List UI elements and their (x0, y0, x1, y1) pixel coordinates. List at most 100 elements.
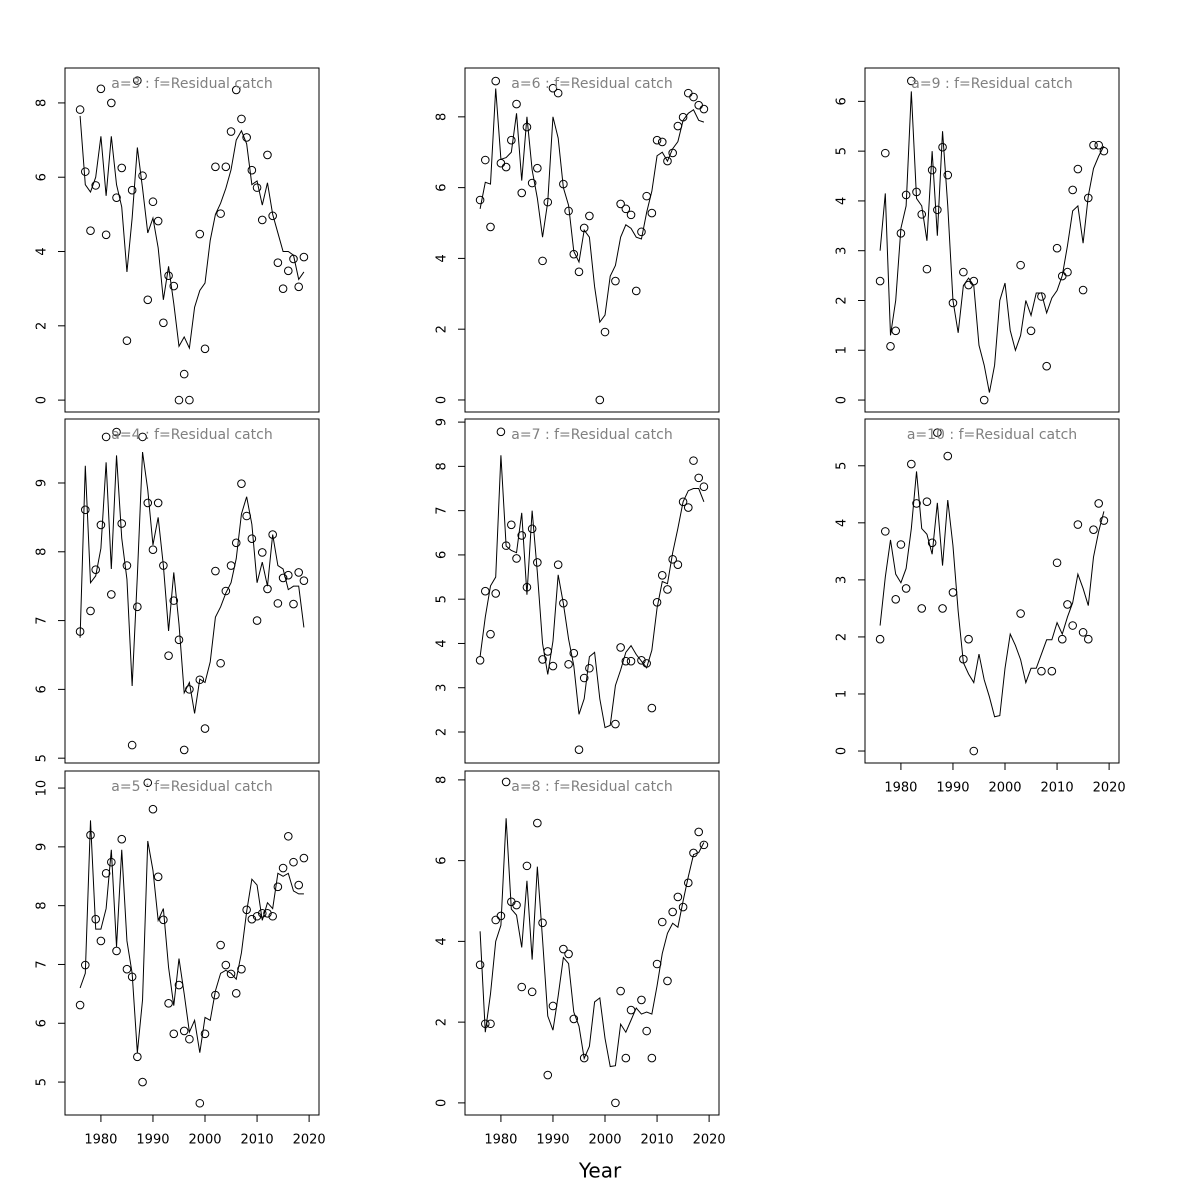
observed-point (1063, 267, 1072, 277)
observed-point (569, 1014, 579, 1024)
observed-point (880, 527, 890, 536)
observed-point (527, 524, 537, 534)
observed-point (112, 193, 121, 202)
observed-point (616, 643, 625, 652)
y-tick-label: 5 (435, 595, 450, 603)
observed-point (538, 655, 547, 664)
observed-point (699, 840, 709, 850)
observed-point (657, 570, 667, 580)
observed-point (1094, 499, 1104, 508)
observed-point (491, 76, 501, 86)
observed-point (538, 256, 547, 266)
observed-point (683, 88, 693, 98)
observed-point (226, 969, 236, 979)
observed-point (533, 163, 542, 173)
y-tick-label: 3 (835, 576, 850, 584)
observed-point (1089, 525, 1098, 534)
fitted-line (79, 820, 304, 1053)
observed-point (294, 880, 304, 890)
observed-point (133, 602, 142, 612)
observed-point (299, 576, 309, 585)
observed-point (247, 534, 257, 544)
x-tick-label: 1990 (536, 1133, 569, 1148)
observed-point (533, 818, 542, 828)
observed-point (1042, 361, 1051, 371)
observed-point (1068, 185, 1077, 195)
observed-point (195, 675, 205, 685)
observed-point (1047, 666, 1057, 676)
y-tick-label: 2 (435, 325, 450, 333)
observed-point (283, 266, 293, 276)
observed-point (533, 558, 542, 567)
observed-point (273, 599, 283, 608)
observed-point (548, 1001, 558, 1011)
observed-point (1073, 164, 1083, 174)
observed-point (917, 604, 927, 613)
observed-point (896, 540, 906, 549)
observed-point (938, 604, 947, 613)
observed-point (522, 122, 532, 132)
observed-point (1063, 600, 1072, 609)
y-tick-label: 2 (435, 1018, 450, 1026)
observed-point (875, 634, 885, 644)
observed-point (221, 162, 231, 172)
observed-point (1052, 558, 1062, 568)
observed-point (933, 205, 942, 215)
observed-point (574, 745, 584, 755)
observed-point (174, 395, 184, 405)
fitted-line (479, 818, 705, 1068)
observed-point (1099, 146, 1109, 156)
observed-point (631, 286, 641, 296)
observed-point (101, 432, 111, 442)
fitted-line (79, 115, 305, 350)
y-tick-label: 8 (35, 99, 50, 107)
observed-point (912, 499, 921, 508)
observed-point (289, 857, 298, 867)
observed-point (195, 229, 205, 239)
plot-frame (464, 770, 720, 1116)
observed-point (257, 548, 267, 557)
observed-point (891, 594, 901, 604)
observed-point (221, 586, 231, 596)
x-tick-label: 2020 (693, 1133, 726, 1148)
observed-point (647, 703, 657, 713)
x-axis-label: Year (578, 1159, 622, 1183)
observed-point (273, 882, 283, 892)
observed-point (169, 281, 179, 291)
observed-point (891, 326, 901, 336)
observed-point (148, 197, 158, 207)
observed-point (475, 655, 485, 665)
observed-point (143, 778, 153, 788)
y-tick-label: 1 (835, 346, 850, 354)
observed-point (159, 915, 168, 925)
observed-point (164, 998, 173, 1008)
observed-point (122, 336, 132, 345)
x-tick-label: 2010 (641, 1133, 674, 1148)
y-tick-label: 4 (835, 519, 850, 527)
observed-point (543, 647, 553, 656)
plot-frame (64, 418, 320, 764)
observed-point (626, 656, 636, 666)
observed-point (263, 150, 272, 160)
observed-point (159, 318, 168, 328)
x-tick-label: 2000 (988, 781, 1021, 796)
observed-point (1016, 609, 1025, 618)
observed-point (663, 156, 672, 166)
observed-point (907, 76, 916, 86)
panel-title: a=9 : f=Residual catch (911, 76, 1072, 92)
observed-point (480, 586, 490, 596)
observed-point (273, 258, 283, 267)
y-tick-label: 3 (435, 684, 450, 692)
observed-point (185, 395, 194, 405)
y-tick-label: 6 (435, 856, 450, 864)
fitted-line (879, 471, 1105, 718)
observed-point (179, 745, 189, 755)
x-tick-label: 2000 (188, 1133, 221, 1148)
panel: 0 2 4 6 8 a=3 : f=Residual catch (35, 67, 320, 413)
observed-point (283, 831, 293, 841)
observed-point (907, 459, 916, 469)
observed-point (642, 1026, 651, 1036)
observed-point (637, 227, 646, 237)
y-tick-label: 7 (435, 507, 450, 515)
panel-title: a=7 : f=Residual catch (511, 427, 672, 443)
